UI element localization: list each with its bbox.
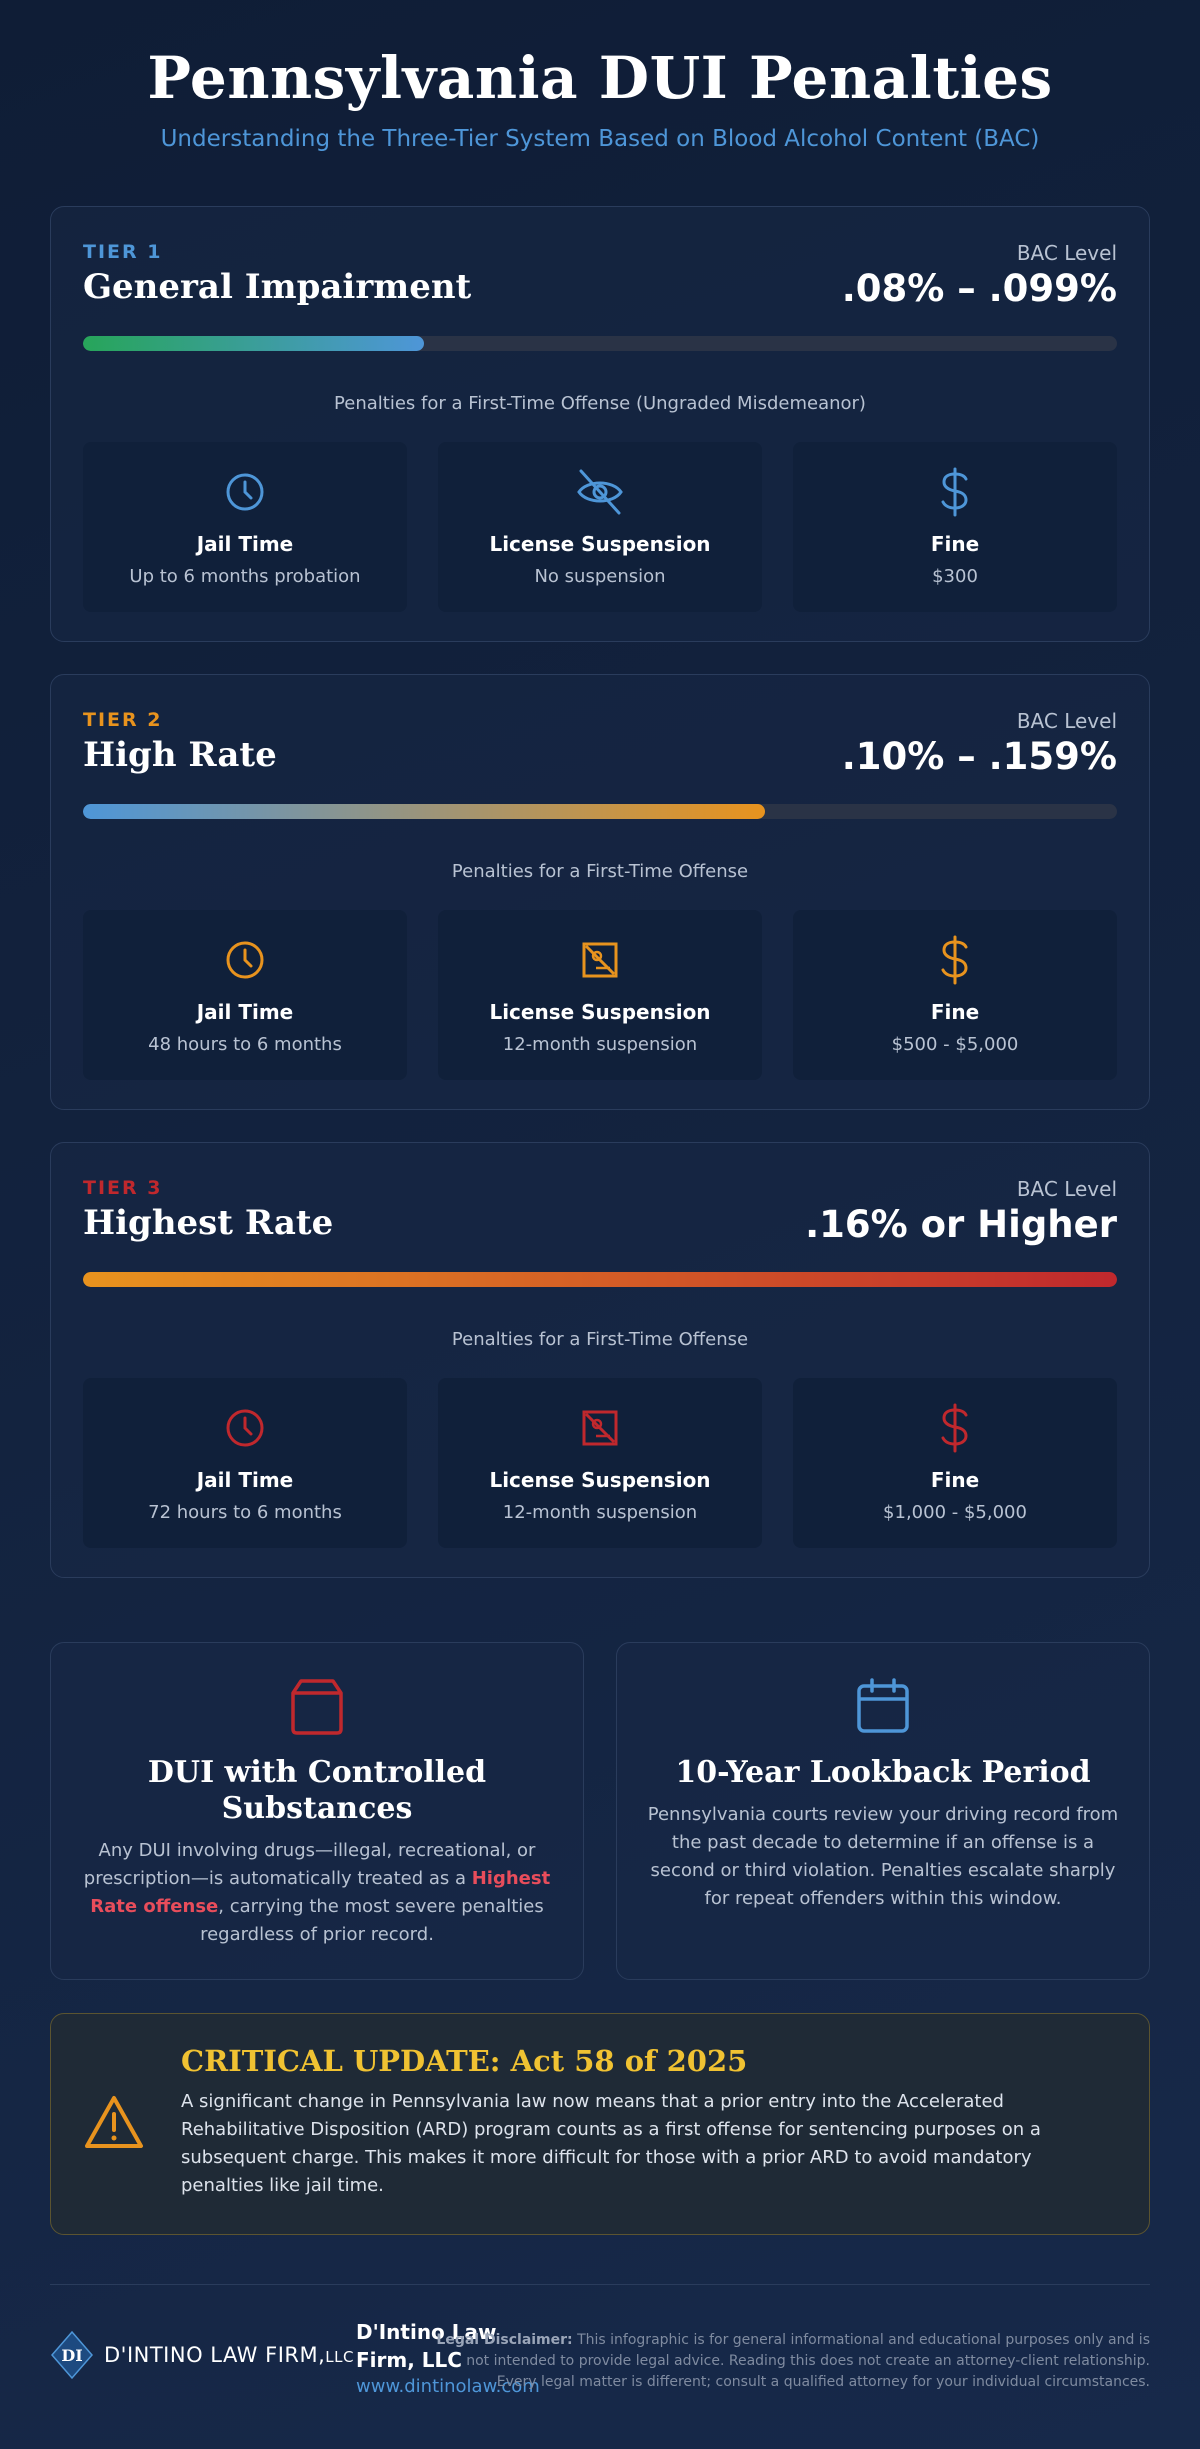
bac-progress-bar — [83, 1272, 1117, 1287]
logo-mark-icon: DI — [51, 2330, 93, 2380]
lookback-title: 10-Year Lookback Period — [675, 1755, 1091, 1790]
fine-card: Fine $300 — [793, 442, 1117, 612]
penalty-title: License Suspension — [489, 1000, 711, 1024]
critical-update-alert: CRITICAL UPDATE: Act 58 of 2025 A signif… — [50, 2013, 1150, 2235]
pill-bottle-icon — [79, 1677, 555, 1739]
tier-3-card: TIER 3 Highest Rate BAC Level .16% or Hi… — [50, 1142, 1150, 1578]
penalty-title: Fine — [930, 1468, 980, 1492]
calendar-icon — [645, 1677, 1121, 1739]
logo-name: D'INTINO LAW FIRM, — [104, 2343, 326, 2367]
license-crossed-icon — [438, 934, 762, 986]
dollar-icon — [793, 1402, 1117, 1454]
tier-name: General Impairment — [83, 267, 472, 307]
penalty-value: $300 — [932, 566, 978, 587]
legal-disclaimer: Legal Disclaimer: This infographic is fo… — [430, 2330, 1150, 2393]
dollar-icon — [793, 466, 1117, 518]
penalty-heading: Penalties for a First-Time Offense (Ungr… — [334, 393, 866, 414]
tier-label: TIER 2 — [83, 709, 163, 731]
penalty-value: 12-month suspension — [502, 1034, 698, 1055]
jail-time-card: Jail Time 48 hours to 6 months — [83, 910, 407, 1080]
penalty-title: Fine — [930, 532, 980, 556]
firm-name-line1: D'Intino Law — [356, 2320, 497, 2344]
penalty-value: 72 hours to 6 months — [148, 1502, 342, 1523]
highlight-text: Highest Rate offense — [90, 1868, 551, 1917]
penalty-title: License Suspension — [489, 1468, 711, 1492]
bac-level-value: .10% – .159% — [841, 735, 1117, 778]
firm-logo: DI D'INTINO LAW FIRM,LLC — [50, 2330, 354, 2380]
penalty-value: 48 hours to 6 months — [148, 1034, 342, 1055]
page-header: Pennsylvania DUI Penalties Understanding… — [50, 0, 1150, 152]
penalty-title: Jail Time — [196, 532, 294, 556]
penalty-value: Up to 6 months probation — [129, 566, 361, 587]
license-suspension-card: License Suspension No suspension — [438, 442, 762, 612]
alert-text: A significant change in Pennsylvania law… — [181, 2091, 1041, 2196]
penalty-value: No suspension — [534, 566, 666, 587]
footer: DI D'INTINO LAW FIRM,LLC D'Intino Law Fi… — [50, 2318, 1150, 2398]
tier-name: High Rate — [83, 735, 277, 775]
page-subtitle: Understanding the Three-Tier System Base… — [160, 126, 1040, 152]
license-crossed-icon — [438, 1402, 762, 1454]
firm-name-line2: Firm, LLC — [356, 2348, 462, 2372]
alert-title: CRITICAL UPDATE: Act 58 of 2025 — [181, 2044, 748, 2078]
penalty-heading: Penalties for a First-Time Offense — [451, 1329, 749, 1350]
disclaimer-label: Legal Disclaimer: — [436, 2332, 573, 2348]
bac-level-value: .08% – .099% — [841, 267, 1117, 310]
footer-divider — [50, 2284, 1150, 2285]
dollar-icon — [793, 934, 1117, 986]
fine-card: Fine $500 - $5,000 — [793, 910, 1117, 1080]
jail-time-card: Jail Time 72 hours to 6 months — [83, 1378, 407, 1548]
bac-progress-bar — [83, 336, 1117, 351]
tier-name: Highest Rate — [83, 1203, 334, 1243]
firm-website-link[interactable]: www.dintinolaw.com — [356, 2376, 540, 2397]
bac-progress-bar — [83, 804, 1117, 819]
clock-icon — [83, 934, 407, 986]
penalty-title: Jail Time — [196, 1468, 294, 1492]
firm-info: D'Intino Law Firm, LLC www.dintinolaw.co… — [356, 2318, 540, 2400]
controlled-substances-text: Any DUI involving drugs—illegal, recreat… — [79, 1837, 555, 1949]
tier-1-card: TIER 1 General Impairment BAC Level .08%… — [50, 206, 1150, 642]
eye-slash-icon — [438, 466, 762, 518]
penalty-title: License Suspension — [489, 532, 711, 556]
license-suspension-card: License Suspension 12-month suspension — [438, 1378, 762, 1548]
controlled-substances-title: DUI with Controlled Substances — [147, 1755, 487, 1826]
penalty-title: Fine — [930, 1000, 980, 1024]
penalty-value: 12-month suspension — [502, 1502, 698, 1523]
text-segment: Any DUI involving drugs—illegal, recreat… — [83, 1840, 536, 1889]
bac-progress-fill — [83, 804, 766, 819]
bac-level-label: BAC Level — [1016, 241, 1117, 265]
logo-suffix: LLC — [325, 2348, 354, 2366]
warning-icon — [83, 2094, 145, 2154]
bac-progress-fill — [83, 336, 425, 351]
penalty-value: $500 - $5,000 — [891, 1034, 1019, 1055]
clock-icon — [83, 1402, 407, 1454]
tier-label: TIER 1 — [83, 241, 163, 263]
bac-progress-fill — [83, 1272, 1117, 1287]
fine-card: Fine $1,000 - $5,000 — [793, 1378, 1117, 1548]
penalty-value: $1,000 - $5,000 — [883, 1502, 1027, 1523]
penalty-title: Jail Time — [196, 1000, 294, 1024]
page-title: Pennsylvania DUI Penalties — [147, 44, 1053, 112]
lookback-period-box: 10-Year Lookback Period Pennsylvania cou… — [616, 1642, 1150, 1980]
clock-icon — [83, 466, 407, 518]
bac-level-value: .16% or Higher — [805, 1203, 1117, 1246]
tier-2-card: TIER 2 High Rate BAC Level .10% – .159% … — [50, 674, 1150, 1110]
text-segment: , carrying the most severe penalties reg… — [200, 1896, 544, 1945]
svg-text:DI: DI — [61, 2346, 82, 2365]
tier-label: TIER 3 — [83, 1177, 163, 1199]
lookback-text: Pennsylvania courts review your driving … — [647, 1804, 1119, 1909]
jail-time-card: Jail Time Up to 6 months probation — [83, 442, 407, 612]
controlled-substances-box: DUI with Controlled Substances Any DUI i… — [50, 1642, 584, 1980]
logo-text: D'INTINO LAW FIRM,LLC — [104, 2343, 354, 2367]
bac-level-label: BAC Level — [1016, 709, 1117, 733]
penalty-heading: Penalties for a First-Time Offense — [451, 861, 749, 882]
license-suspension-card: License Suspension 12-month suspension — [438, 910, 762, 1080]
bac-level-label: BAC Level — [1016, 1177, 1117, 1201]
disclaimer-text: This infographic is for general informat… — [466, 2332, 1150, 2390]
